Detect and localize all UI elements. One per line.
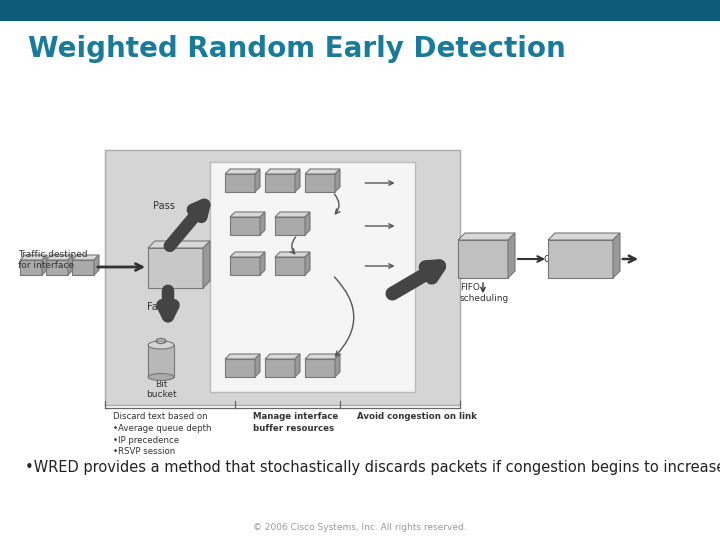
Text: Manage interface
buffer resources: Manage interface buffer resources (253, 412, 338, 433)
Polygon shape (46, 255, 73, 260)
Polygon shape (335, 169, 340, 192)
Text: Output hardware: Output hardware (544, 254, 621, 264)
Text: Discard
text: Discard text (161, 258, 194, 278)
Ellipse shape (148, 374, 174, 381)
Bar (0, 0, 720, 21)
Bar (20, 260, 42, 275)
Bar (305, 359, 335, 377)
Polygon shape (275, 212, 310, 217)
Polygon shape (458, 233, 515, 240)
Polygon shape (225, 169, 260, 174)
Polygon shape (260, 252, 265, 275)
Polygon shape (203, 241, 210, 288)
Bar (265, 359, 295, 377)
Polygon shape (548, 233, 620, 240)
Text: Discard text based on
•Average queue depth
•IP precedence
•RSVP session: Discard text based on •Average queue dep… (113, 412, 212, 456)
Polygon shape (305, 169, 340, 174)
Bar (225, 174, 255, 192)
Polygon shape (94, 255, 99, 275)
Polygon shape (230, 212, 265, 217)
Polygon shape (42, 255, 47, 275)
Ellipse shape (148, 341, 174, 349)
Text: © 2006 Cisco Systems, Inc. All rights reserved.: © 2006 Cisco Systems, Inc. All rights re… (253, 523, 467, 532)
Polygon shape (305, 354, 340, 359)
Polygon shape (20, 255, 47, 260)
Text: Transmit
queue: Transmit queue (466, 249, 504, 269)
Polygon shape (148, 241, 210, 248)
Bar (305, 174, 335, 192)
Bar (210, 162, 415, 392)
Polygon shape (295, 169, 300, 192)
Bar (275, 217, 305, 235)
Polygon shape (260, 212, 265, 235)
Bar (230, 257, 260, 275)
Polygon shape (225, 354, 260, 359)
Polygon shape (265, 354, 300, 359)
Bar (275, 257, 305, 275)
Bar (148, 345, 174, 377)
Bar (105, 150, 460, 405)
Polygon shape (72, 255, 99, 260)
Polygon shape (68, 255, 73, 275)
Bar (548, 240, 613, 278)
Polygon shape (295, 354, 300, 377)
Text: Traffic destined
for interface: Traffic destined for interface (18, 250, 88, 270)
Polygon shape (275, 252, 310, 257)
Bar (72, 260, 94, 275)
Text: FIFO
scheduling: FIFO scheduling (460, 283, 509, 303)
Text: Avoid congestion on link: Avoid congestion on link (357, 412, 477, 421)
Bar (225, 359, 255, 377)
Bar (46, 260, 68, 275)
Bar (230, 217, 260, 235)
Bar (458, 240, 508, 278)
Polygon shape (305, 212, 310, 235)
Text: Pass: Pass (153, 201, 175, 211)
Text: Fail: Fail (147, 302, 163, 312)
Polygon shape (613, 233, 620, 278)
Bar (148, 248, 203, 288)
Bar (265, 174, 295, 192)
Text: Weighted Random Early Detection: Weighted Random Early Detection (28, 35, 566, 63)
Polygon shape (230, 252, 265, 257)
Polygon shape (305, 252, 310, 275)
Text: Bit
bucket: Bit bucket (145, 380, 176, 400)
Polygon shape (265, 169, 300, 174)
Polygon shape (255, 169, 260, 192)
Polygon shape (255, 354, 260, 377)
Polygon shape (335, 354, 340, 377)
Polygon shape (508, 233, 515, 278)
Text: •WRED provides a method that stochastically discards packets if congestion begin: •WRED provides a method that stochastica… (25, 460, 720, 475)
